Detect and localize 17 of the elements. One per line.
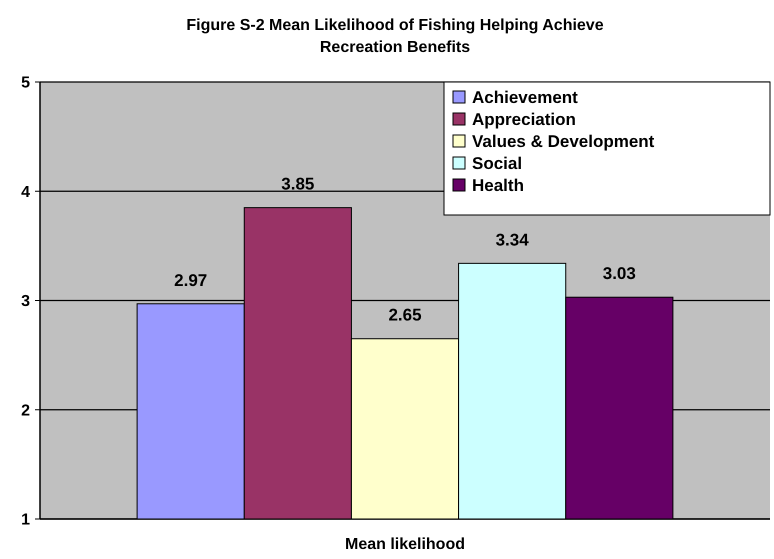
y-tick-label: 3 bbox=[21, 293, 30, 310]
legend-label: Achievement bbox=[472, 88, 578, 107]
y-tick-label: 5 bbox=[21, 74, 30, 92]
legend-label: Health bbox=[472, 176, 524, 195]
y-tick-label: 4 bbox=[21, 184, 30, 201]
y-tick-label: 2 bbox=[21, 402, 30, 420]
data-label: 2.65 bbox=[388, 306, 422, 325]
legend-label: Social bbox=[472, 154, 522, 173]
x-tick-label: Mean likelihood bbox=[344, 536, 466, 553]
legend-label: Values & Development bbox=[472, 132, 655, 151]
y-tick-label: 1 bbox=[21, 512, 30, 529]
legend-label: Appreciation bbox=[472, 110, 576, 129]
data-label: 3.34 bbox=[496, 230, 530, 250]
chart-title: Figure S-2 Mean Likelihood of Fishing Helping Achieve Recreation Benefits bbox=[186, 17, 604, 56]
data-label: 3.03 bbox=[602, 264, 636, 284]
data-label: 2.97 bbox=[174, 270, 208, 290]
data-label: 3.85 bbox=[281, 174, 314, 194]
